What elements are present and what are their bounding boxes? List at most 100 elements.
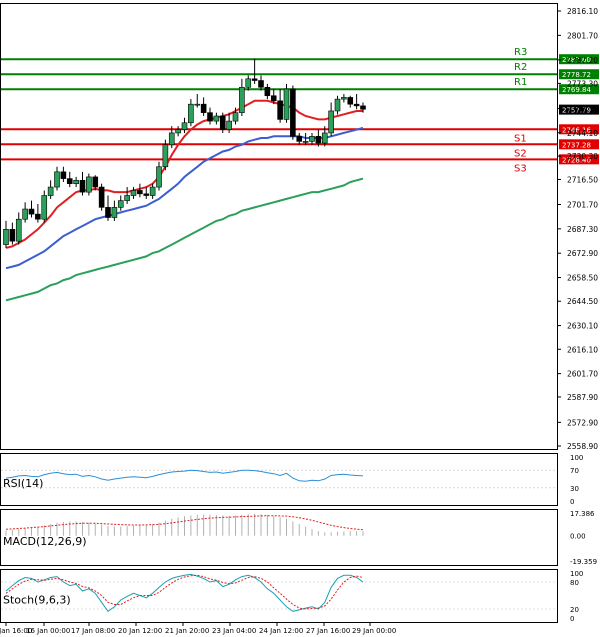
candle-bull xyxy=(321,132,328,144)
candle-bull xyxy=(181,122,188,130)
candle-bear xyxy=(28,208,35,215)
level-name-s3: S3 xyxy=(514,163,527,174)
indicator-panel-2: MACD(12,26,9) 17.386 -19.359 0.00 xyxy=(0,509,597,566)
indicator-name: RSI(14) xyxy=(3,477,43,490)
candle-bear xyxy=(98,186,105,208)
moving-averages xyxy=(5,99,364,302)
price-tick-label: 2587.90 xyxy=(567,393,598,402)
macd-zero-label: 0.00 xyxy=(570,533,586,541)
price-tick-label: 2816.10 xyxy=(567,7,598,16)
indicator-top-label: 100 xyxy=(570,454,583,462)
indicator-level-label: 30 xyxy=(570,485,579,493)
candle-bear xyxy=(347,97,354,105)
candle-bull xyxy=(156,166,162,188)
indicator-level-label: 70 xyxy=(570,467,579,475)
price-tick-label: 2558.90 xyxy=(567,442,598,451)
indicator-bottom-label: -19.359 xyxy=(570,558,597,566)
price-tick-label: 2572.90 xyxy=(567,418,598,427)
level-price-label: 2746.16 xyxy=(562,126,591,134)
candle-bull xyxy=(188,103,194,124)
candle-bull xyxy=(111,207,118,218)
candle-bull xyxy=(168,132,175,146)
price-tick-label: 2658.50 xyxy=(567,274,598,283)
price-tick-label: 2801.70 xyxy=(567,31,598,40)
candle-bull xyxy=(309,136,315,142)
candle-bull xyxy=(239,86,245,113)
level-name-s1: S1 xyxy=(514,133,527,144)
indicator-top-label: 17.386 xyxy=(570,510,595,518)
candle-bull xyxy=(117,200,124,208)
candle-bull xyxy=(86,176,92,193)
candle-bear xyxy=(353,103,360,107)
price-tick-label: 2644.50 xyxy=(567,297,598,306)
price-tick-label: 2687.30 xyxy=(567,225,598,234)
indicator-bottom-label: 0 xyxy=(570,615,574,623)
main-panel: R3 2787.60 R2 2778.72 R1 2769.84 S1 2746.16 S2 27… xyxy=(0,3,599,451)
candle-bull xyxy=(47,186,54,196)
indicator-panel-1: RSI(14) 100 0 70 30 xyxy=(0,453,583,506)
candle-bull xyxy=(328,110,334,134)
candle-bull xyxy=(213,115,220,122)
candle-bear xyxy=(207,112,213,122)
indicator-level-label: 80 xyxy=(570,579,579,587)
rsi-line xyxy=(5,469,364,482)
level-price-label: 2769.84 xyxy=(562,86,591,94)
level-name-s2: S2 xyxy=(514,148,527,159)
candle-bear xyxy=(66,178,73,184)
level-price-box xyxy=(559,154,599,165)
ema-slow-line xyxy=(5,177,364,302)
candle-bear xyxy=(200,103,207,113)
level-name-r2: R2 xyxy=(514,62,527,73)
level-name-r3: R3 xyxy=(514,47,527,58)
candle-bull xyxy=(3,229,9,245)
level-price-label: 2787.60 xyxy=(562,56,591,64)
candle-bull xyxy=(124,195,130,201)
candle-bull xyxy=(54,171,60,188)
macd-signal-line xyxy=(5,515,364,531)
price-tick-label: 2716.50 xyxy=(567,175,598,184)
time-tick-label: 15 Jan 16:00 xyxy=(0,627,32,635)
level-price-box xyxy=(559,124,599,135)
level-price-label: 2728.40 xyxy=(562,156,591,164)
time-tick-label: 29 Jan 00:00 xyxy=(352,627,396,635)
candle-bull xyxy=(232,112,239,122)
time-tick-label: 17 Jan 08:00 xyxy=(71,627,115,635)
candle-bear xyxy=(219,115,226,130)
candle-bull xyxy=(194,103,201,106)
candle-bull xyxy=(41,195,48,220)
time-tick-label: 27 Jan 16:00 xyxy=(306,627,350,635)
indicator-name: Stoch(9,6,3) xyxy=(3,594,71,607)
candle-bear xyxy=(137,190,143,195)
level-price-box xyxy=(559,139,599,150)
price-tick-label: 2630.10 xyxy=(567,322,598,331)
candle-bear xyxy=(79,179,86,193)
candle-bear xyxy=(143,193,150,196)
candle-bull xyxy=(334,98,341,112)
candle-bull xyxy=(22,208,28,220)
time-tick-label: 20 Jan 12:00 xyxy=(118,627,162,635)
indicator-frame xyxy=(0,509,558,566)
candles xyxy=(3,58,366,248)
candle-bull xyxy=(149,186,156,196)
candle-bear xyxy=(105,207,111,218)
level-price-box xyxy=(559,84,599,95)
indicator-top-label: 100 xyxy=(570,570,583,578)
candle-bear xyxy=(60,171,67,179)
candle-bear xyxy=(264,86,271,97)
price-tick-label: 2616.10 xyxy=(567,345,598,354)
price-tick-label: 2758.50 xyxy=(567,104,598,113)
level-price-label: 2778.72 xyxy=(562,71,591,79)
time-tick-label: 23 Jan 04:00 xyxy=(212,627,256,635)
candle-bear xyxy=(315,136,322,144)
indicator-bottom-label: 0 xyxy=(570,498,574,506)
indicator-panels: RSI(14) 100 0 70 30 MACD(12,26,9) 17.386 -19.35… xyxy=(0,453,597,623)
level-price-box xyxy=(559,69,599,80)
indicator-frame xyxy=(0,569,558,623)
candle-bull xyxy=(245,78,252,88)
candle-bear xyxy=(277,100,283,120)
pivot-levels: R3 2787.60 R2 2778.72 R1 2769.84 S1 2746.16 S2 27… xyxy=(1,47,599,174)
level-price-box xyxy=(559,54,599,65)
price-tick-label: 2672.90 xyxy=(567,249,598,258)
